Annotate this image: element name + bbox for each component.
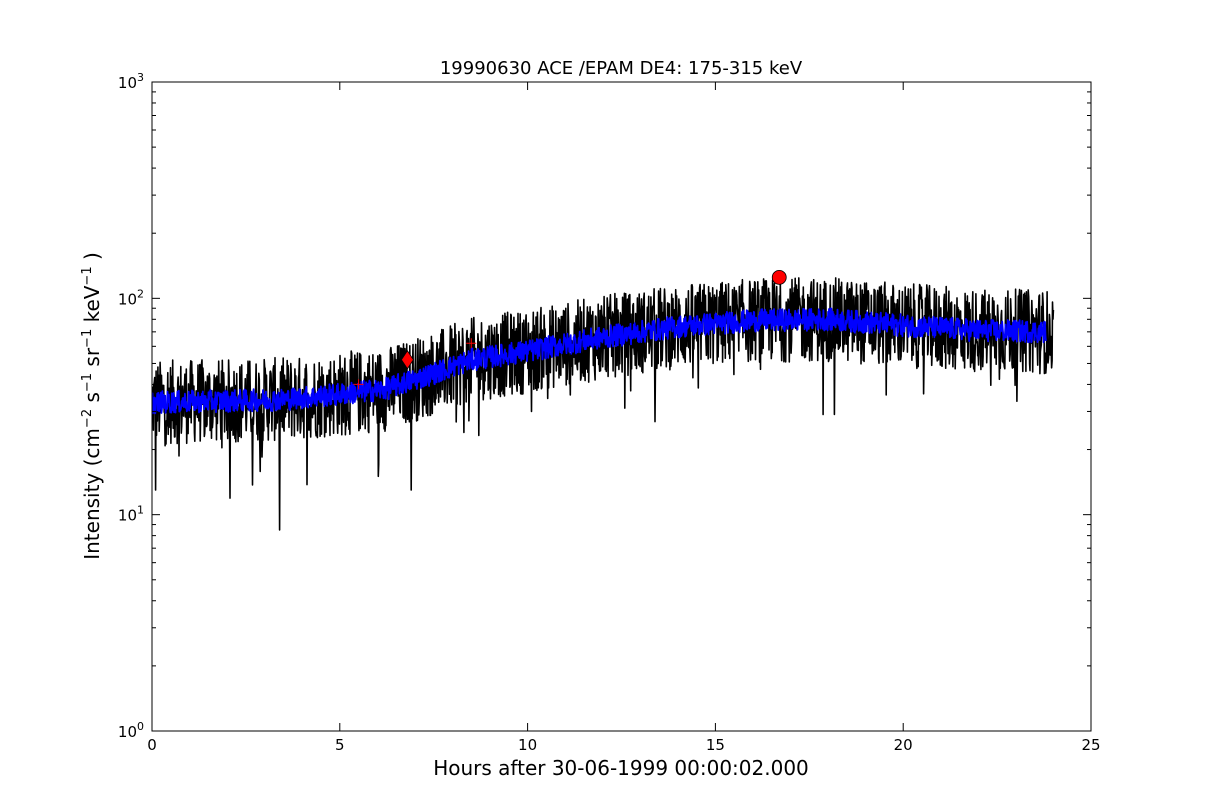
marker-circle bbox=[771, 269, 787, 285]
y-label-exponent: −1 bbox=[80, 266, 95, 285]
y-tick-label: 100 bbox=[118, 720, 144, 741]
marker-diamond bbox=[400, 350, 414, 370]
plot-area bbox=[152, 269, 1055, 531]
y-tick-base: 10 bbox=[118, 507, 137, 525]
y-tick-label: 103 bbox=[118, 71, 144, 92]
y-tick-base: 10 bbox=[118, 290, 137, 308]
x-tick-label: 0 bbox=[147, 736, 157, 754]
y-label-unit: keV bbox=[80, 285, 104, 329]
y-label-unit: ) bbox=[80, 252, 104, 266]
y-tick-base: 10 bbox=[118, 723, 137, 741]
marker-plus bbox=[353, 379, 364, 390]
y-label-exponent: −1 bbox=[80, 329, 95, 348]
y-tick-exponent: 3 bbox=[137, 71, 144, 84]
y-label-exponent: −1 bbox=[80, 373, 95, 392]
y-label-unit: s bbox=[80, 392, 104, 409]
y-tick-base: 10 bbox=[118, 74, 137, 92]
y-tick-label: 102 bbox=[118, 287, 144, 308]
y-axis-label: Intensity (cm−2 s−1 sr−1 keV−1 ) bbox=[80, 252, 104, 560]
x-tick-label: 5 bbox=[335, 736, 345, 754]
chart-title: 19990630 ACE /EPAM DE4: 175-315 keV bbox=[440, 58, 803, 79]
y-tick-exponent: 0 bbox=[137, 720, 144, 733]
y-tick-exponent: 1 bbox=[137, 504, 144, 517]
y-label-main: Intensity (cm bbox=[80, 428, 104, 560]
x-tick-label: 20 bbox=[894, 736, 913, 754]
series-line-1 bbox=[152, 307, 1047, 415]
y-label-exponent: −2 bbox=[80, 409, 95, 428]
x-tick-label: 15 bbox=[706, 736, 725, 754]
x-tick-label: 10 bbox=[518, 736, 537, 754]
x-tick-label: 25 bbox=[1081, 736, 1100, 754]
plot-frame bbox=[151, 81, 1092, 732]
marker-plus bbox=[466, 338, 477, 349]
y-tick-exponent: 2 bbox=[137, 287, 144, 300]
x-axis-label: Hours after 30-06-1999 00:00:02.000 bbox=[433, 756, 809, 780]
y-label-unit: sr bbox=[80, 347, 104, 373]
y-tick-label: 101 bbox=[118, 504, 144, 525]
